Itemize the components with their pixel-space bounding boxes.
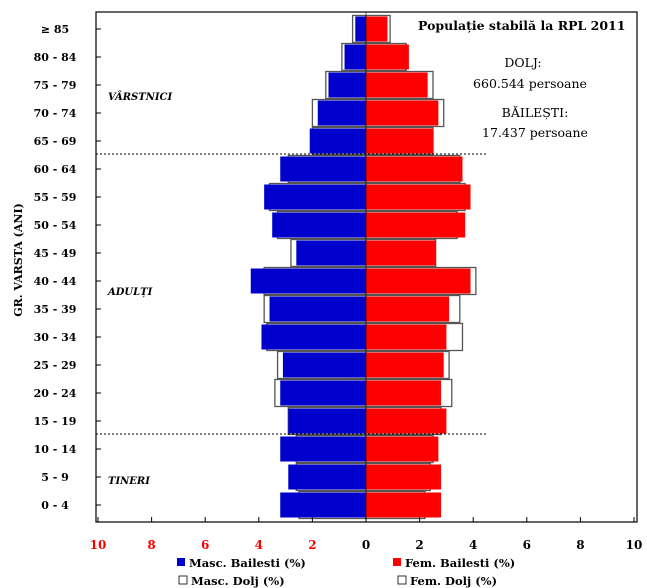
bar-fem-bailesti-70-74 [366,100,439,126]
bar-fem-bailesti-35-39 [366,296,450,322]
bar-fem-bailesti-10-14 [366,436,439,462]
age-tick-label: 70 - 74 [34,107,77,120]
age-tick-label: 75 - 79 [34,79,77,92]
x-tick-label: 6 [523,538,531,552]
bailesti-bars-layer [250,16,471,518]
bar-masc-bailesti-80-84 [344,44,366,70]
group-label-varstnici: VÂRSTNICI [108,91,172,103]
x-tick-label: 8 [147,538,155,552]
age-tick-label: 45 - 49 [34,247,77,260]
bar-fem-bailesti-75-79 [366,72,428,98]
bar-masc-bailesti-20-24 [280,380,366,406]
age-tick-label: 30 - 34 [34,331,77,344]
age-tick-label: 40 - 44 [34,275,77,288]
bar-masc-bailesti-30-34 [261,324,366,350]
x-tick-label: 8 [576,538,584,552]
bar-masc-bailesti-15-19 [288,408,366,434]
bar-masc-bailesti-55-59 [264,184,366,210]
bar-fem-bailesti-80-84 [366,44,409,70]
bar-fem-bailesti-60-64 [366,156,463,182]
x-tick-label: 10 [626,538,643,552]
bar-fem-bailesti-5-9 [366,464,442,490]
bar-masc-bailesti-50-54 [272,212,366,238]
legend-swatch-masc-bailesti [177,558,185,566]
age-tick-label: 5 - 9 [41,471,69,484]
bar-fem-bailesti-85 [366,16,388,42]
bar-fem-bailesti-45-49 [366,240,436,266]
age-tick-label: 25 - 29 [34,359,77,372]
age-tick-label: 20 - 24 [34,387,77,400]
legend-swatch-masc-dolj [178,575,188,585]
age-tick-label: 0 - 4 [41,499,69,512]
legend-swatch-fem-dolj [397,575,407,585]
bar-masc-bailesti-75-79 [328,72,366,98]
bar-masc-bailesti-0-4 [280,492,366,518]
bar-masc-bailesti-65-69 [309,128,366,154]
x-tick-label: 4 [469,538,477,552]
x-tick-label: 10 [90,538,107,552]
group-separators [96,153,488,435]
chart-legend: Masc. Bailesti (%) Fem. Bailesti (%) Mas… [177,556,515,588]
axis-layer: ≥ 85 80 - 84 75 - 79 70 - 74 65 - 69 60 - 64 5… [34,12,643,552]
bar-fem-bailesti-30-34 [366,324,447,350]
bar-fem-bailesti-0-4 [366,492,442,518]
age-tick-label: 80 - 84 [34,51,77,64]
bar-fem-bailesti-50-54 [366,212,466,238]
age-tick-label: 60 - 64 [34,163,77,176]
bar-masc-bailesti-45-49 [296,240,366,266]
annotation-dolj-population: 660.544 persoane [473,76,587,91]
bar-masc-bailesti-70-74 [317,100,366,126]
age-tick-label: 35 - 39 [34,303,77,316]
bar-fem-bailesti-65-69 [366,128,433,154]
x-tick-label: 2 [308,538,316,552]
x-tick-label: 4 [255,538,263,552]
legend-label-masc-bailesti: Masc. Bailesti (%) [189,556,306,570]
bar-masc-bailesti-25-29 [282,352,366,378]
age-tick-label: ≥ 85 [41,23,69,36]
bar-masc-bailesti-60-64 [280,156,366,182]
x-tick-label: 0 [362,538,370,552]
legend-label-masc-dolj: Masc. Dolj (%) [191,574,285,588]
bar-fem-bailesti-55-59 [366,184,471,210]
bar-fem-bailesti-40-44 [366,268,471,294]
bar-masc-bailesti-10-14 [280,436,366,462]
x-tick-label: 6 [201,538,209,552]
annotation-dolj-label: DOLJ: [504,55,541,70]
age-group-labels: VÂRSTNICI ADULȚI TINERI [107,91,172,487]
bar-masc-bailesti-35-39 [269,296,366,322]
legend-label-fem-bailesti: Fem. Bailesti (%) [405,556,515,570]
annotation-bailesti-label: BĂILEȘTI: [502,105,569,120]
bar-masc-bailesti-5-9 [288,464,366,490]
y-axis-label: GR. VARSTA (ANI) [12,203,25,317]
age-tick-label: 15 - 19 [34,415,77,428]
age-tick-label: 10 - 14 [34,443,77,456]
bar-masc-bailesti-40-44 [250,268,366,294]
group-label-tineri: TINERI [108,476,150,487]
chart-title: Populație stabilă la RPL 2011 [418,18,625,33]
bar-masc-bailesti-85 [355,16,366,42]
age-tick-label: 55 - 59 [34,191,77,204]
age-tick-label: 50 - 54 [34,219,77,232]
bar-fem-bailesti-20-24 [366,380,442,406]
annotation-bailesti-population: 17.437 persoane [482,125,588,140]
bar-fem-bailesti-25-29 [366,352,444,378]
x-tick-label: 2 [415,538,423,552]
group-label-adulti: ADULȚI [107,287,153,298]
bar-fem-bailesti-15-19 [366,408,447,434]
legend-label-fem-dolj: Fem. Dolj (%) [410,574,497,588]
age-tick-label: 65 - 69 [34,135,77,148]
legend-swatch-fem-bailesti [393,558,401,566]
